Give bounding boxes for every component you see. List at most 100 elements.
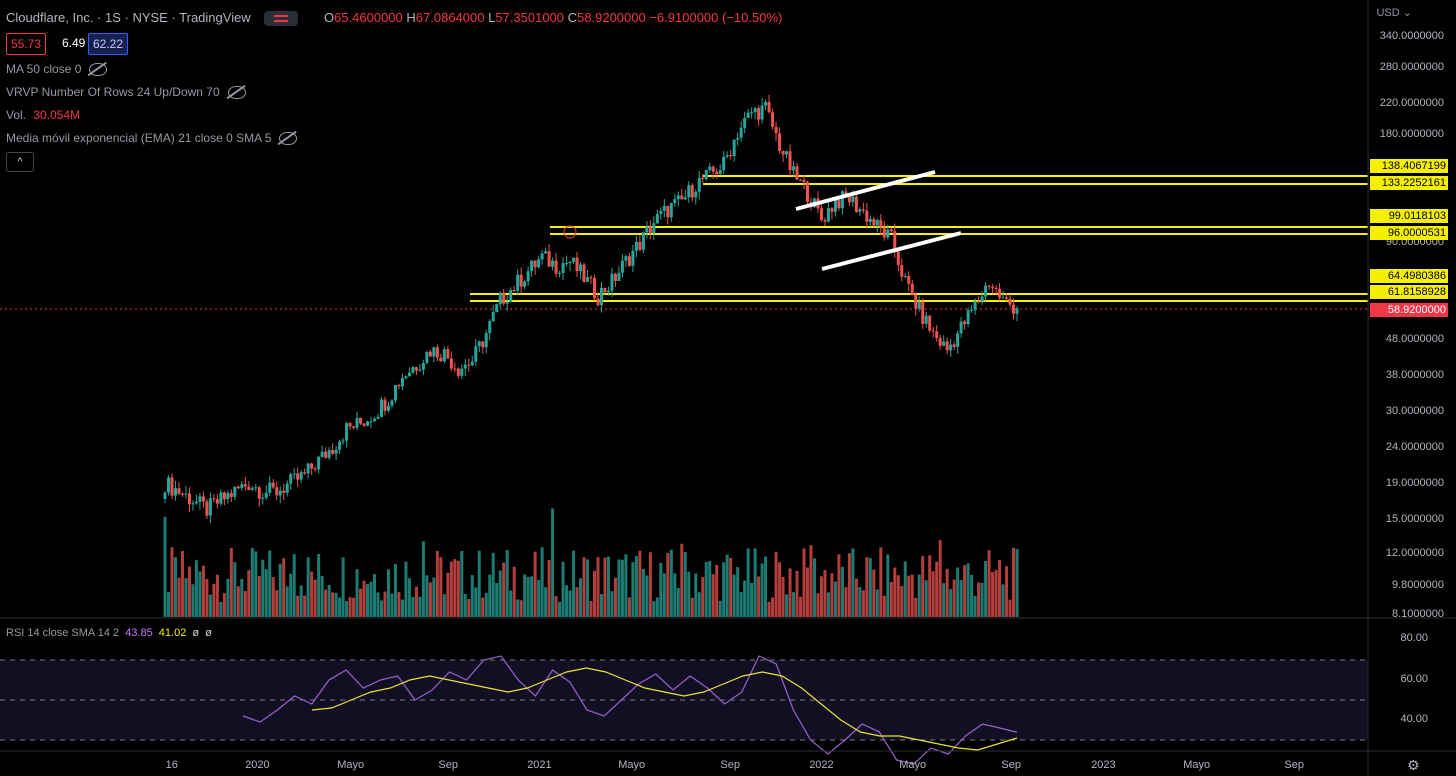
indicator-vol-label: Vol. bbox=[6, 108, 27, 122]
volume-bar bbox=[285, 586, 289, 617]
settings-gear-icon[interactable]: ⚙ bbox=[1407, 757, 1420, 773]
volume-bar bbox=[191, 584, 195, 617]
volume-bar bbox=[606, 556, 610, 617]
candle-body bbox=[889, 229, 893, 232]
candle-body bbox=[641, 232, 645, 250]
time-axis-label: 16 bbox=[165, 759, 178, 771]
volume-bar bbox=[694, 573, 698, 617]
candle-body bbox=[858, 209, 862, 212]
candle-body bbox=[275, 487, 279, 496]
volume-bar bbox=[851, 548, 855, 617]
volume-bar bbox=[781, 576, 785, 617]
volume-bar bbox=[599, 594, 603, 617]
price-tag: 61.8158928 bbox=[1370, 285, 1448, 299]
volume-bar bbox=[439, 557, 443, 617]
volume-bar bbox=[826, 592, 830, 617]
candle-body bbox=[589, 277, 593, 279]
candle-body bbox=[903, 276, 907, 278]
candle-body bbox=[320, 451, 324, 457]
candle-body bbox=[792, 166, 796, 171]
candle-body bbox=[579, 264, 583, 272]
hidden-eye-icon[interactable] bbox=[227, 86, 246, 100]
price-axis-label: 38.0000000 bbox=[1385, 369, 1444, 381]
volume-bar bbox=[1012, 547, 1016, 617]
candle-body bbox=[865, 210, 869, 222]
volume-bar bbox=[861, 590, 865, 617]
volume-bar bbox=[418, 596, 422, 617]
candle-body bbox=[781, 150, 785, 155]
indicator-vol-value: 30.054M bbox=[33, 108, 81, 122]
volume-bar bbox=[537, 579, 541, 617]
volume-bar bbox=[512, 566, 516, 617]
candle-body bbox=[442, 349, 446, 362]
volume-bar bbox=[645, 575, 649, 617]
volume-bar bbox=[187, 566, 191, 617]
candle-body bbox=[208, 498, 212, 516]
volume-bar bbox=[624, 554, 628, 617]
indicator-ema[interactable]: Media móvil exponencial (EMA) 21 close 0… bbox=[6, 131, 298, 146]
rsi-axis-label: 60.00 bbox=[1400, 673, 1428, 685]
candle-body bbox=[439, 357, 443, 362]
candle-body bbox=[771, 112, 775, 127]
volume-bar bbox=[931, 571, 935, 617]
price-axis-label: 340.0000000 bbox=[1379, 30, 1444, 42]
candle-body bbox=[659, 210, 663, 214]
volume-bar bbox=[484, 592, 488, 617]
volume-bar bbox=[778, 562, 782, 617]
candle-body bbox=[243, 484, 247, 487]
candle-body bbox=[425, 351, 429, 363]
collapse-legend-button[interactable]: ^ bbox=[6, 152, 34, 172]
symbol-title[interactable]: Cloudflare, Inc. · 1S · NYSE · TradingVi… bbox=[6, 10, 251, 25]
currency-selector[interactable]: USD ⌄ bbox=[1376, 7, 1412, 19]
volume-bar bbox=[907, 575, 911, 617]
indicator-volume[interactable]: Vol. 30.054M bbox=[6, 108, 80, 122]
candle-body bbox=[526, 271, 530, 282]
candle-body bbox=[683, 197, 687, 200]
candle-body bbox=[285, 483, 289, 493]
candle-body bbox=[851, 196, 855, 203]
candle-body bbox=[512, 290, 516, 292]
volume-bar bbox=[352, 597, 356, 617]
volume-bar bbox=[592, 570, 596, 617]
candle-body bbox=[533, 260, 537, 268]
volume-bar bbox=[945, 568, 949, 617]
candle-body bbox=[264, 492, 268, 498]
candle-body bbox=[690, 185, 694, 198]
candle-body bbox=[645, 226, 649, 233]
candle-body bbox=[212, 498, 216, 500]
volume-bar bbox=[467, 598, 471, 617]
candle-body bbox=[477, 341, 481, 347]
volume-bar bbox=[428, 582, 432, 617]
volume-bar bbox=[750, 583, 754, 617]
rsi-value: 43.85 bbox=[125, 627, 153, 639]
volume-bar bbox=[449, 561, 453, 617]
volume-bar bbox=[799, 596, 803, 617]
candle-body bbox=[704, 169, 708, 179]
hidden-eye-icon[interactable] bbox=[279, 132, 298, 146]
candle-body bbox=[875, 220, 879, 226]
volume-bar bbox=[558, 601, 562, 617]
candle-body bbox=[907, 276, 911, 284]
candle-body bbox=[631, 250, 635, 266]
volume-bar bbox=[299, 585, 303, 617]
candle-body bbox=[537, 259, 541, 268]
volume-bar bbox=[868, 558, 872, 617]
market-status-icon[interactable] bbox=[264, 11, 299, 27]
indicator-ma[interactable]: MA 50 close 0 bbox=[6, 62, 108, 77]
rsi-legend[interactable]: RSI 14 close SMA 14 2 43.85 41.02 ø ø bbox=[6, 627, 212, 639]
candle-body bbox=[896, 251, 900, 265]
volume-bar bbox=[292, 554, 296, 617]
candle-body bbox=[736, 137, 740, 140]
buy-button[interactable]: 62.22 bbox=[88, 33, 129, 55]
sell-button[interactable]: 55.73 bbox=[6, 33, 47, 55]
volume-bar bbox=[760, 563, 764, 617]
volume-bar bbox=[998, 559, 1002, 617]
candle-body bbox=[606, 290, 610, 293]
indicator-vrvp[interactable]: VRVP Number Of Rows 24 Up/Down 70 bbox=[6, 85, 246, 100]
candle-body bbox=[386, 405, 390, 411]
candle-body bbox=[938, 337, 942, 346]
candle-body bbox=[187, 493, 191, 505]
time-axis-label: Sep bbox=[1284, 759, 1304, 771]
hidden-eye-icon[interactable] bbox=[89, 63, 108, 77]
